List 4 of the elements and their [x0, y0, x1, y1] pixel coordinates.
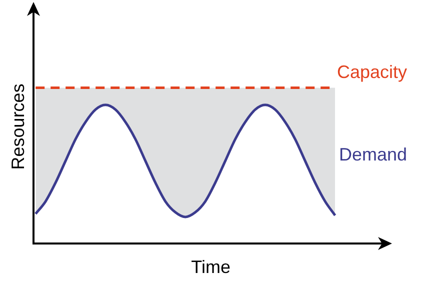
series-label: Capacity [336, 62, 407, 82]
series-label: Demand [338, 144, 407, 164]
x-axis-title: Time [191, 257, 230, 278]
y-axis-title: Resources [8, 84, 28, 170]
